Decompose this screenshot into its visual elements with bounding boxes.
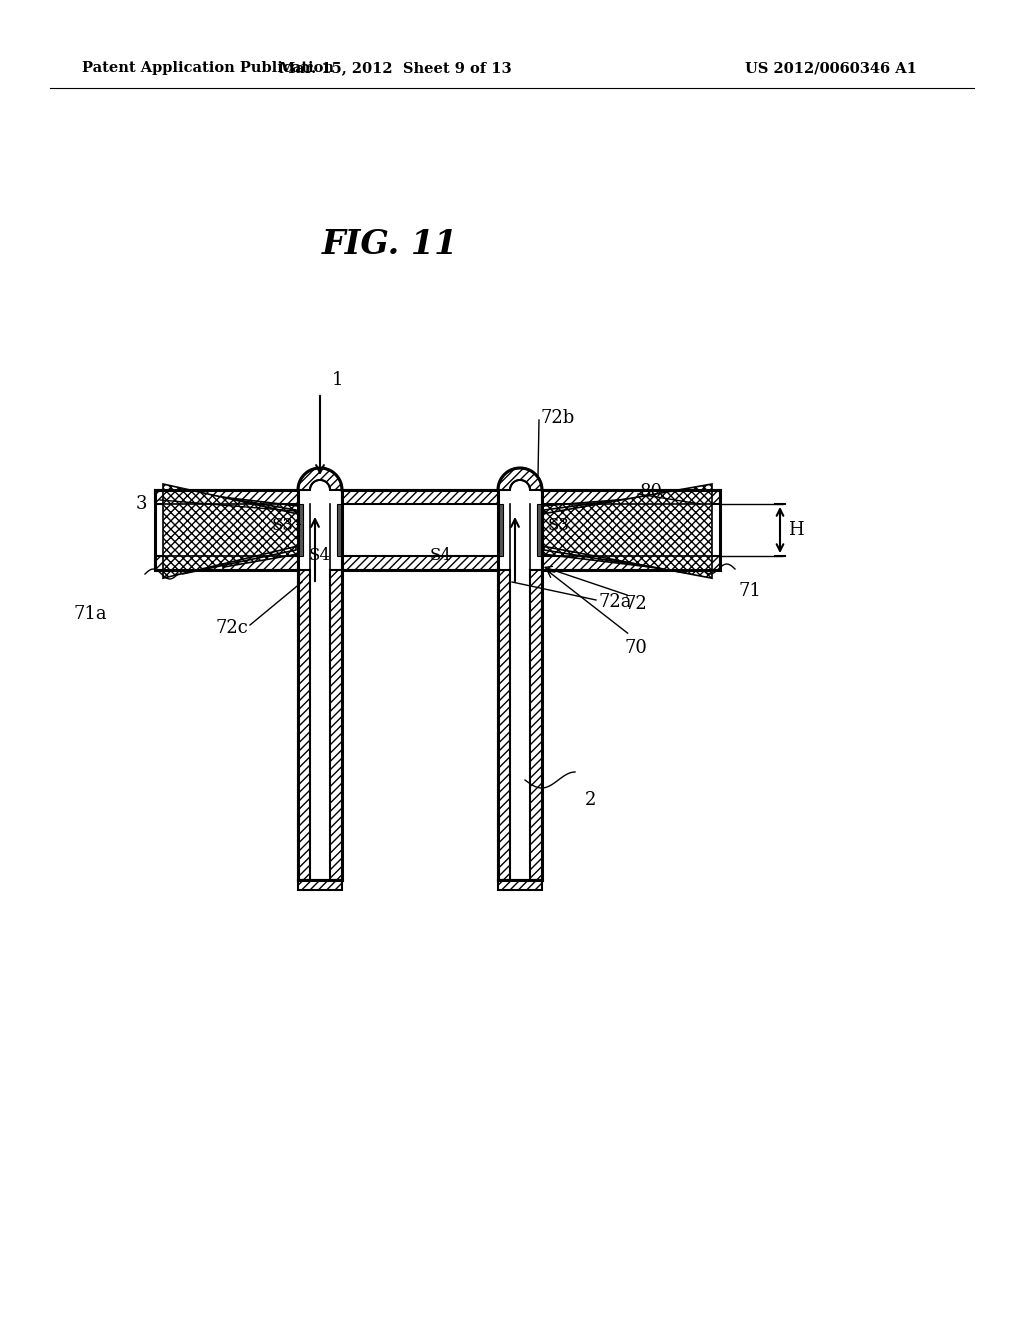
- Bar: [498, 880, 542, 890]
- Bar: [498, 570, 510, 880]
- Bar: [542, 490, 720, 504]
- Text: S4: S4: [430, 548, 452, 565]
- Text: 1: 1: [332, 371, 343, 389]
- Polygon shape: [223, 498, 298, 568]
- Text: 72b: 72b: [541, 409, 575, 426]
- Bar: [330, 570, 342, 880]
- Bar: [298, 570, 310, 880]
- Text: Patent Application Publication: Patent Application Publication: [82, 61, 334, 75]
- Polygon shape: [542, 498, 652, 568]
- Polygon shape: [298, 469, 342, 490]
- Bar: [537, 504, 542, 556]
- Bar: [342, 556, 498, 570]
- Text: 71: 71: [738, 582, 761, 601]
- Text: 70: 70: [625, 639, 647, 657]
- Bar: [155, 490, 298, 504]
- Polygon shape: [544, 491, 692, 574]
- Text: S3: S3: [548, 517, 570, 535]
- Bar: [337, 504, 342, 556]
- Polygon shape: [183, 491, 296, 574]
- Bar: [298, 504, 303, 556]
- Text: 2: 2: [585, 791, 596, 809]
- Text: S4: S4: [309, 548, 331, 565]
- Text: FIG. 11: FIG. 11: [322, 228, 458, 261]
- Text: Mar. 15, 2012  Sheet 9 of 13: Mar. 15, 2012 Sheet 9 of 13: [279, 61, 511, 75]
- Bar: [155, 556, 298, 570]
- Text: H: H: [788, 521, 804, 539]
- Bar: [342, 490, 498, 504]
- Bar: [542, 556, 720, 570]
- Text: 72: 72: [625, 595, 647, 612]
- Text: 71a: 71a: [74, 605, 106, 623]
- Bar: [298, 880, 342, 890]
- Text: S3: S3: [272, 517, 294, 535]
- Polygon shape: [498, 469, 542, 490]
- Bar: [530, 570, 542, 880]
- Polygon shape: [163, 484, 298, 578]
- Text: 72a: 72a: [598, 593, 632, 611]
- Text: US 2012/0060346 A1: US 2012/0060346 A1: [745, 61, 916, 75]
- Text: 3: 3: [135, 495, 147, 513]
- Bar: [498, 504, 503, 556]
- Text: 72c: 72c: [215, 619, 248, 638]
- Text: 80: 80: [640, 483, 663, 502]
- Polygon shape: [542, 484, 712, 578]
